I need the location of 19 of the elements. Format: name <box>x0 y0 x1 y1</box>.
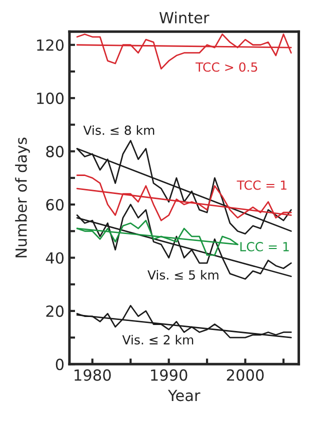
series-label: Vis. ≤ 8 km <box>83 125 154 135</box>
y-tick-label: 100 <box>37 92 64 104</box>
series-label: TCC > 0.5 <box>196 62 258 72</box>
y-axis-title: Number of days <box>15 138 30 258</box>
x-axis-title: Year <box>168 390 200 402</box>
series-label: TCC = 1 <box>236 180 286 190</box>
series-label: LCC = 1 <box>240 242 289 252</box>
x-tick-label: 1980 <box>74 369 111 381</box>
y-tick-label: 0 <box>56 358 64 370</box>
y-tick-label: 20 <box>46 305 64 317</box>
chart-title: Winter <box>159 12 210 24</box>
y-tick-label: 60 <box>46 198 64 211</box>
y-tick-label: 40 <box>46 252 64 264</box>
y-tick-label: 80 <box>46 146 64 158</box>
x-tick-label: 1990 <box>151 369 188 381</box>
series-label: Vis. ≤ 2 km <box>122 334 194 345</box>
series-label: Vis. ≤ 5 km <box>148 270 218 280</box>
y-tick-label: 120 <box>37 39 64 51</box>
x-tick-label: 2000 <box>226 369 264 381</box>
